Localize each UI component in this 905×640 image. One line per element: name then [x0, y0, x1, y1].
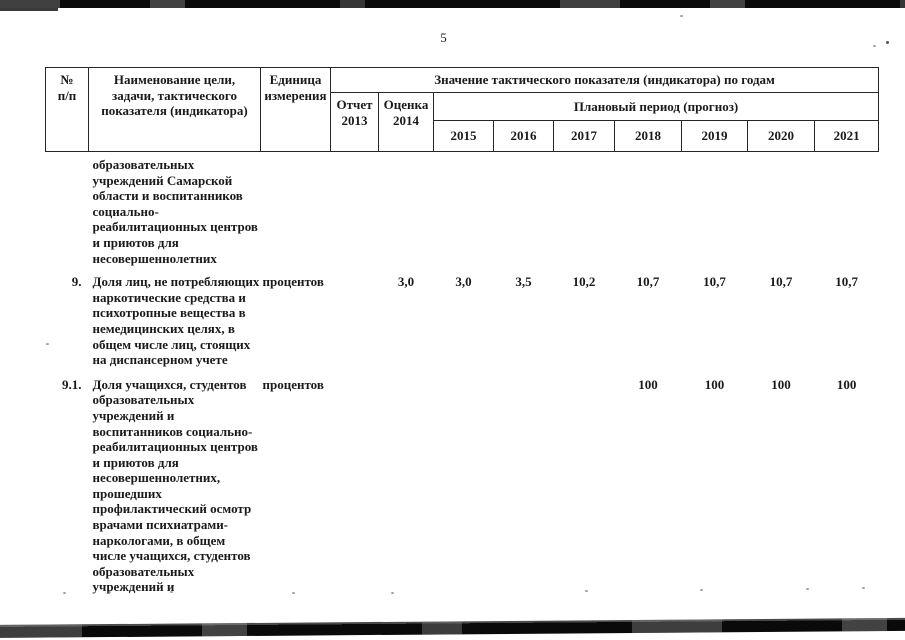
- header-cell-plan-title: Плановый период (прогноз): [432, 92, 880, 121]
- header-cell-year-2018: 2018: [614, 120, 682, 152]
- scan-speck: [108, 591, 111, 593]
- row-name-cell: Доля лиц, не потребляющих наркотические …: [92, 274, 260, 368]
- scan-speck: [292, 592, 295, 594]
- value-cell: 10,7: [636, 274, 660, 290]
- value-cell: [434, 152, 494, 268]
- table-row: 9. Доля лиц, не потребляющих наркотическ…: [46, 267, 879, 369]
- scan-speck: [391, 592, 394, 594]
- value-cell: 100: [638, 376, 658, 392]
- value-cell: [748, 152, 815, 268]
- scan-speck: [806, 588, 809, 590]
- header-cell-name: Наименование цели, задачи, тактического …: [88, 67, 261, 152]
- header-cell-num: № п/п: [45, 67, 89, 152]
- value-cell: [379, 152, 434, 268]
- value-cell: [494, 152, 554, 268]
- table-header: № п/п Наименование цели, задачи, тактиче…: [45, 67, 880, 152]
- page-number: 5: [440, 30, 447, 45]
- scan-speck: [700, 589, 703, 591]
- scan-speck: [46, 343, 49, 345]
- value-cell: 100: [836, 376, 857, 392]
- value-cell: 3,0: [397, 274, 415, 290]
- scan-speck: [680, 15, 683, 17]
- value-cell: 100: [704, 376, 725, 392]
- indicators-table: № п/п Наименование цели, задачи, тактиче…: [45, 67, 880, 597]
- value-cell: [331, 369, 379, 596]
- value-cell: 3,5: [515, 274, 532, 290]
- row-unit-cell: процентов: [262, 274, 324, 290]
- row-num-cell: 9.: [71, 274, 82, 290]
- value-cell: 10,2: [572, 274, 596, 290]
- header-cell-values-title: Значение тактического показателя (индика…: [329, 67, 880, 93]
- scan-speck: [886, 41, 889, 44]
- value-cell: [331, 152, 379, 268]
- value-cell: [554, 369, 615, 596]
- value-cell: 10,7: [769, 274, 793, 290]
- header-cell-year-2019: 2019: [681, 120, 748, 152]
- row-name-cell: образовательных учреждений Самарской обл…: [92, 157, 258, 266]
- header-cell-estimate-2014: Оценка 2014: [378, 92, 434, 152]
- scan-speck: [873, 45, 876, 47]
- header-cell-year-2015: 2015: [433, 120, 494, 152]
- value-cell: 100: [771, 376, 791, 392]
- header-cell-year-2021: 2021: [813, 120, 880, 152]
- row-unit-cell: процентов: [262, 376, 324, 392]
- value-cell: 10,7: [835, 274, 858, 290]
- scan-speck: [585, 590, 588, 592]
- header-cell-year-2020: 2020: [747, 120, 815, 152]
- header-cell-unit: Единица измерения: [260, 67, 331, 152]
- value-cell: [494, 369, 554, 596]
- value-cell: [554, 152, 615, 268]
- value-cell: [615, 152, 682, 268]
- value-cell: 3,0: [455, 274, 472, 290]
- row-num-cell: 9.1.: [62, 376, 82, 392]
- value-cell: [682, 152, 748, 268]
- value-cell: [815, 152, 879, 268]
- scan-speck: [170, 591, 173, 593]
- scan-speck: [63, 592, 66, 594]
- value-cell: 10,7: [703, 274, 726, 290]
- table-row: образовательных учреждений Самарской обл…: [46, 152, 879, 268]
- row-name-cell: Доля учащихся, студентов образовательных…: [92, 376, 258, 595]
- scan-speck: [862, 587, 865, 589]
- scan-artifact-bottom-bar: [0, 617, 905, 638]
- table-row: 9.1. Доля учащихся, студентов образовате…: [46, 369, 879, 596]
- value-cell: [331, 267, 379, 369]
- header-cell-year-2016: 2016: [493, 120, 554, 152]
- table-body: образовательных учреждений Самарской обл…: [46, 152, 879, 597]
- header-cell-report-2013: Отчет 2013: [330, 92, 379, 152]
- value-cell: [379, 369, 434, 596]
- value-cell: [434, 369, 494, 596]
- header-cell-year-2017: 2017: [553, 120, 615, 152]
- row-unit-cell: [261, 152, 331, 268]
- row-num-cell: [46, 152, 89, 268]
- scan-artifact-top-bar: [0, 0, 905, 11]
